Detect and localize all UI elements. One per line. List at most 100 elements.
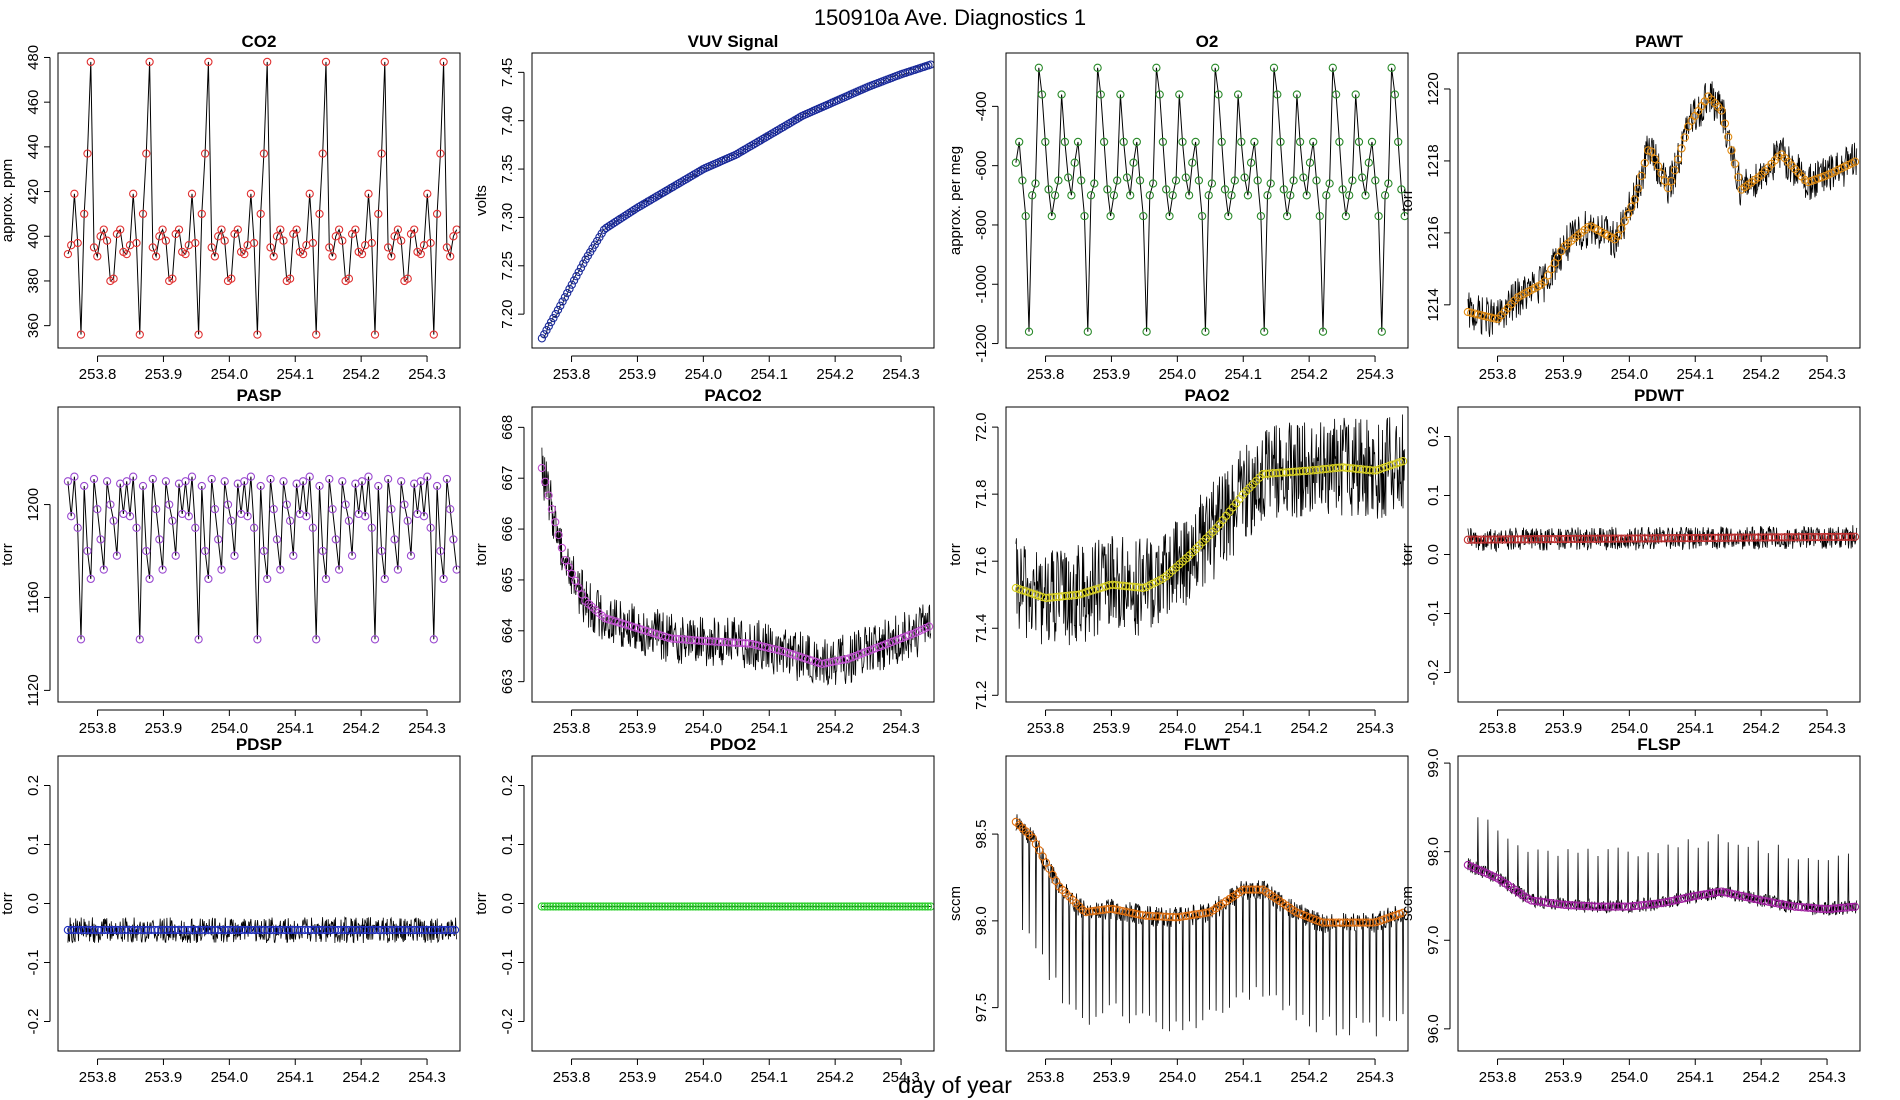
- co2-point: [102, 236, 112, 245]
- pdo2-point: [873, 902, 882, 911]
- pasp-series-line: [67, 476, 458, 640]
- pdsp-point: [364, 925, 373, 935]
- pdo2-point: [582, 902, 591, 911]
- co2-point: [76, 330, 86, 339]
- o2-point: [1292, 90, 1302, 99]
- pdsp-point: [294, 925, 303, 935]
- flsp-x-tick-label: 254.0: [1611, 1069, 1649, 1086]
- o2-point: [1034, 63, 1043, 72]
- pasp-point: [312, 635, 321, 644]
- pasp-point: [374, 481, 383, 491]
- co2-point: [181, 249, 190, 259]
- pao2-y-tick-label: 71.6: [973, 547, 990, 576]
- pao2-series-line: [1015, 414, 1406, 646]
- pdsp-point: [390, 925, 400, 935]
- o2-point: [1237, 137, 1246, 147]
- co2-point: [292, 225, 301, 234]
- o2-point: [1122, 173, 1132, 182]
- pasp-point: [142, 546, 151, 556]
- pasp-point: [197, 481, 206, 491]
- pdo2-point: [820, 902, 829, 911]
- pdo2-x-tick-label: 253.9: [619, 1069, 657, 1086]
- o2-x-tick-label: 254.2: [1290, 366, 1328, 383]
- o2-point: [1345, 191, 1354, 200]
- pdo2-point: [781, 902, 790, 911]
- vuv-signal-point: [553, 305, 563, 315]
- pdo2-point: [621, 902, 630, 911]
- co2-y-tick-label: 440: [25, 134, 42, 159]
- pdo2-title: PDO2: [710, 735, 756, 754]
- co2-point: [214, 232, 223, 241]
- pdo2-y-tick-label: 0.2: [499, 775, 516, 796]
- pdsp-point: [427, 925, 436, 935]
- pasp-point: [383, 474, 393, 484]
- pdo2-point: [585, 902, 594, 911]
- o2-point: [1135, 176, 1145, 185]
- flwt-point: [1151, 912, 1161, 921]
- co2-point: [383, 243, 393, 252]
- pdsp-x-tick-label: 253.9: [145, 1069, 183, 1086]
- pdo2-point: [870, 902, 879, 911]
- pawt-point: [1540, 277, 1549, 286]
- flsp-y-label: sccm: [1399, 886, 1416, 921]
- pdo2-point: [540, 902, 549, 911]
- vuv-signal-point: [556, 301, 565, 310]
- pasp-point: [125, 512, 135, 521]
- o2-x-axis: 253.8 253.9 254.0 254.1 254.2 254.3: [1027, 355, 1394, 383]
- o2-y-axis: -1200 -1000 -800 -600 -400: [973, 91, 999, 363]
- vuv-signal-point: [540, 330, 549, 339]
- pawt-point: [1667, 177, 1676, 186]
- pdo2-y-tick-label: -0.1: [499, 950, 516, 976]
- pdo2-point: [761, 902, 770, 911]
- flwt-point: [1348, 918, 1358, 927]
- o2-point: [1139, 211, 1148, 221]
- pdo2-point: [596, 902, 605, 911]
- pawt-point: [1677, 144, 1686, 153]
- pao2-x-tick-label: 253.8: [1027, 720, 1065, 737]
- flsp-point: [1560, 900, 1569, 910]
- flsp-x-tick-label: 253.9: [1545, 1069, 1583, 1086]
- co2-point: [442, 243, 452, 252]
- pdo2-point: [652, 902, 661, 911]
- pdwt-x-tick-label: 254.1: [1676, 720, 1714, 737]
- o2-point: [1361, 191, 1370, 200]
- co2-series-line: [67, 61, 458, 335]
- pasp-point: [279, 477, 288, 486]
- pawt-x-tick-label: 253.8: [1479, 366, 1517, 383]
- pawt-point: [1490, 314, 1499, 323]
- o2-point: [1400, 211, 1408, 221]
- panel-co2: CO2 253.8 253.9 254.0 254.1 254.2 254.3 360 380 4…: [0, 32, 461, 383]
- pdo2-point: [918, 902, 927, 911]
- o2-point: [1299, 173, 1308, 182]
- paco2-y-tick-label: 668: [499, 415, 516, 440]
- panel-o2: O2 253.8 253.9 254.0 254.1 254.2 254.3 -1200 -10…: [947, 32, 1409, 383]
- pdo2-point: [806, 902, 815, 911]
- paco2-point: [677, 635, 687, 644]
- pasp-point: [377, 546, 386, 556]
- vuv-signal-point: [544, 322, 553, 331]
- pdsp-y-tick-label: 0.1: [25, 834, 42, 855]
- vuv-signal-point: [788, 117, 797, 126]
- co2-x-tick-label: 254.1: [276, 366, 314, 383]
- paco2-point: [557, 543, 567, 553]
- pdo2-point: [792, 902, 801, 911]
- vuv-signal-y-label: volts: [473, 185, 490, 216]
- pasp-y-tick-label: 1200: [25, 488, 42, 521]
- pao2-x-tick-label: 254.2: [1290, 720, 1328, 737]
- vuv-signal-y-tick-label: 7.35: [499, 154, 516, 183]
- vuv-signal-y-tick-label: 7.20: [499, 300, 516, 329]
- co2-point: [80, 209, 89, 219]
- pasp-point: [334, 565, 344, 574]
- vuv-signal-point: [770, 128, 779, 137]
- pasp-data: [63, 472, 460, 644]
- pdsp-point: [447, 925, 456, 935]
- paco2-x-axis: 253.8 253.9 254.0 254.1 254.2 254.3: [553, 709, 920, 737]
- pasp-point: [452, 565, 460, 574]
- co2-point: [357, 249, 367, 259]
- paco2-x-tick-label: 254.1: [750, 720, 788, 737]
- pawt-point: [1673, 155, 1683, 164]
- paco2-point: [704, 637, 713, 646]
- pdo2-point: [677, 902, 686, 911]
- pasp-point: [67, 512, 76, 521]
- pasp-title: PASP: [236, 386, 281, 405]
